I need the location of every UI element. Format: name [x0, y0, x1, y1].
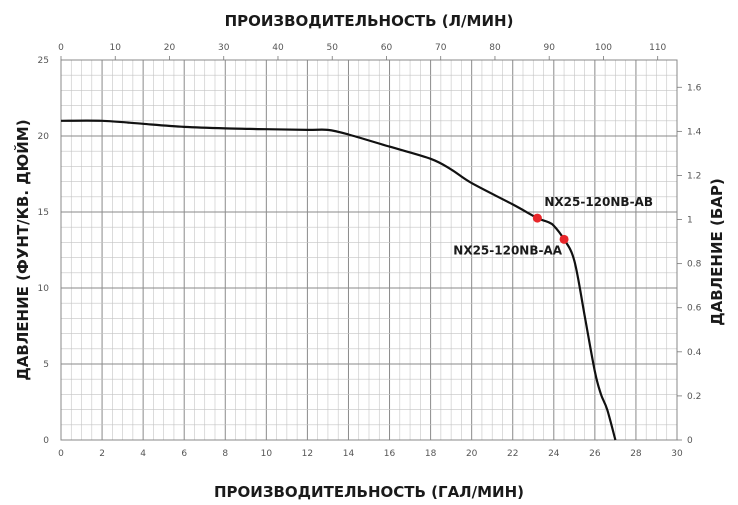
x-bottom-tick-label: 10 [261, 449, 273, 459]
pump-curve-line [60, 119, 617, 441]
points-layer: NX25-120NB-AB NX25-120NB-AA [453, 195, 653, 257]
x-bottom-tick-label: 30 [671, 449, 683, 459]
x-bottom-tick-label: 2 [99, 449, 105, 459]
x-bottom-axis-title: ПРОИЗВОДИТЕЛЬНОСТЬ (ГАЛ/МИН) [214, 483, 524, 501]
y-left-tick-label: 5 [43, 360, 49, 370]
x-top-axis-title: ПРОИЗВОДИТЕЛЬНОСТЬ (Л/МИН) [225, 12, 514, 30]
y-left-tick-label: 25 [38, 56, 49, 66]
x-top-tick-label: 80 [489, 43, 501, 53]
operating-point [559, 234, 569, 244]
plot-frame [60, 59, 678, 441]
series-layer [60, 119, 617, 441]
x-top-tick-label: 70 [435, 43, 447, 53]
x-bottom-tick-label: 4 [140, 449, 146, 459]
grid [60, 56, 682, 441]
x-bottom-tick-label: 14 [343, 449, 355, 459]
operating-point [532, 213, 542, 223]
tick-labels: 0 2 4 6 8 10 12 14 16 18 20 22 24 26 28 300 10 20 30 40 50 60… [38, 43, 702, 459]
x-bottom-tick-label: 0 [58, 449, 64, 459]
x-bottom-tick-label: 8 [222, 449, 228, 459]
x-top-tick-label: 60 [381, 43, 393, 53]
y-right-tick-label: 0 [687, 436, 693, 446]
operating-point-label: NX25-120NB-AB [544, 195, 653, 209]
x-top-tick-label: 110 [649, 43, 666, 53]
y-left-tick-label: 10 [38, 284, 50, 294]
x-bottom-tick-label: 18 [425, 449, 437, 459]
y-left-tick-label: 15 [38, 208, 49, 218]
y-left-tick-label: 20 [38, 132, 50, 142]
x-top-tick-label: 50 [326, 43, 338, 53]
x-bottom-tick-label: 20 [466, 449, 478, 459]
y-left-axis-title: ДАВЛЕНИЕ (ФУНТ/КВ. ДЮЙМ) [13, 119, 32, 380]
y-right-tick-label: 0.2 [687, 392, 701, 402]
x-top-tick-label: 30 [218, 43, 230, 53]
y-right-tick-label: 1.4 [687, 127, 702, 137]
y-right-tick-label: 0.6 [687, 304, 702, 314]
y-left-tick-label: 0 [43, 436, 49, 446]
x-top-tick-label: 0 [58, 43, 64, 53]
y-right-axis-title: ДАВЛЕНИЕ (БАР) [708, 178, 726, 325]
x-top-tick-label: 90 [543, 43, 555, 53]
x-bottom-tick-label: 6 [181, 449, 187, 459]
x-top-tick-label: 10 [110, 43, 122, 53]
x-bottom-tick-label: 12 [302, 449, 313, 459]
operating-point-label: NX25-120NB-AA [453, 243, 562, 257]
x-top-tick-label: 20 [164, 43, 176, 53]
x-bottom-tick-label: 22 [507, 449, 518, 459]
x-bottom-tick-label: 28 [630, 449, 642, 459]
x-bottom-tick-label: 16 [384, 449, 396, 459]
y-right-tick-label: 1.6 [687, 83, 702, 93]
y-right-tick-label: 0.8 [687, 260, 702, 270]
y-right-tick-label: 0.4 [687, 348, 702, 358]
x-top-tick-label: 100 [595, 43, 612, 53]
y-right-tick-label: 1.2 [687, 171, 701, 181]
x-top-tick-label: 40 [272, 43, 284, 53]
y-right-tick-label: 1 [687, 216, 693, 226]
x-bottom-tick-label: 26 [589, 449, 601, 459]
x-bottom-tick-label: 24 [548, 449, 560, 459]
